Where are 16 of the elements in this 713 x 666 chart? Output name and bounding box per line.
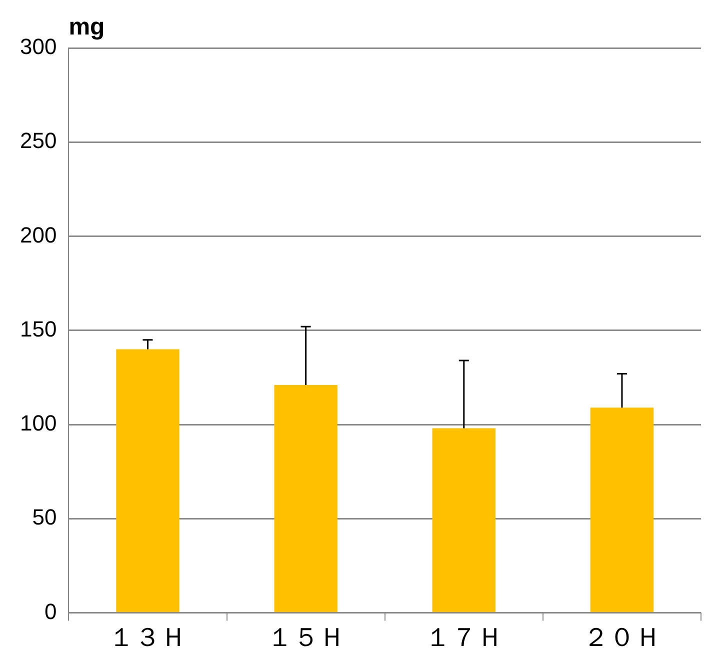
bar — [432, 428, 496, 612]
y-tick-label: 250 — [20, 128, 57, 154]
bar — [590, 408, 654, 612]
x-tick-label: １７Ｈ — [424, 623, 503, 654]
y-tick-label: 200 — [20, 222, 57, 248]
y-tick-label: 0 — [44, 598, 57, 624]
y-tick-label: 300 — [20, 34, 57, 60]
bar — [274, 385, 338, 612]
y-tick-label: 50 — [32, 504, 57, 530]
x-tick-label: ２０Ｈ — [582, 623, 661, 654]
x-tick-label: １３Ｈ — [108, 623, 187, 654]
y-axis-title: mg — [68, 14, 105, 41]
x-tick-label: １５Ｈ — [266, 623, 345, 654]
bar — [116, 349, 180, 612]
y-tick-label: 100 — [20, 410, 57, 436]
y-tick-label: 150 — [20, 316, 57, 342]
